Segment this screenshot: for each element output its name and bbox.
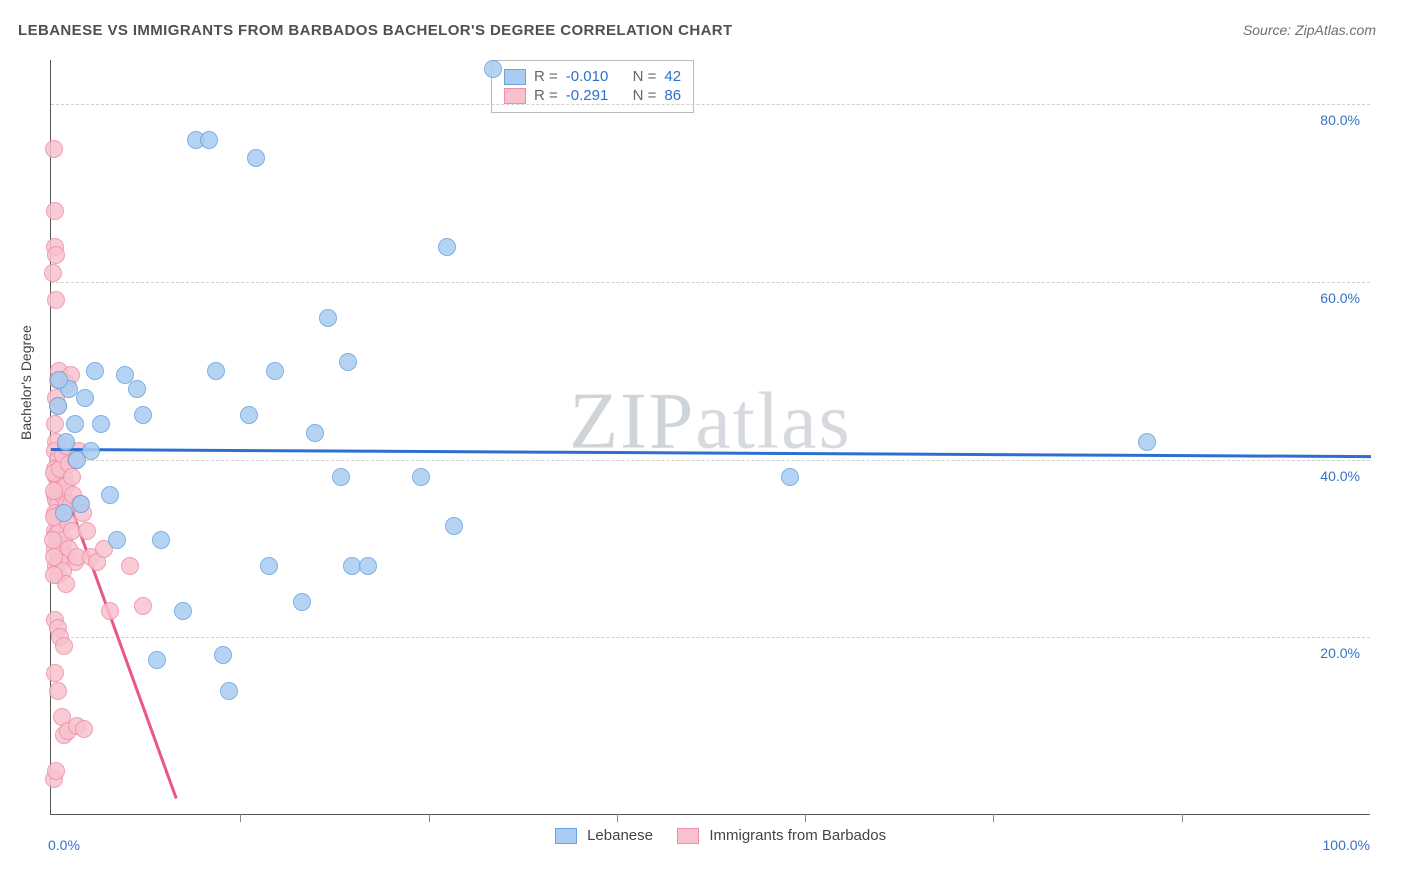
r-value-2: -0.291 xyxy=(566,87,609,104)
swatch-lebanese xyxy=(555,828,577,844)
data-point xyxy=(72,495,90,513)
stats-row-2: R = -0.291 N = 86 xyxy=(504,87,681,104)
data-point xyxy=(45,140,63,158)
data-point xyxy=(46,664,64,682)
data-point xyxy=(49,397,67,415)
data-point xyxy=(101,602,119,620)
data-point xyxy=(55,504,73,522)
data-point xyxy=(116,366,134,384)
data-point xyxy=(781,468,799,486)
scatter-plot-area: ZIPatlas R = -0.010 N = 42 R = -0.291 N … xyxy=(50,60,1370,815)
n-value-2: 86 xyxy=(664,87,681,104)
data-point xyxy=(214,646,232,664)
n-label-1: N = xyxy=(633,68,657,85)
data-point xyxy=(92,415,110,433)
data-point xyxy=(82,442,100,460)
data-point xyxy=(438,238,456,256)
x-tick xyxy=(617,814,618,822)
y-tick-label: 20.0% xyxy=(1320,645,1360,661)
data-point xyxy=(134,597,152,615)
x-tick xyxy=(805,814,806,822)
data-point xyxy=(45,566,63,584)
data-point xyxy=(46,202,64,220)
x-max-label: 100.0% xyxy=(1323,837,1370,853)
data-point xyxy=(247,149,265,167)
swatch-series-1 xyxy=(504,69,526,85)
x-min-label: 0.0% xyxy=(48,837,80,853)
data-point xyxy=(339,353,357,371)
data-point xyxy=(45,548,63,566)
x-tick xyxy=(1182,814,1183,822)
data-point xyxy=(47,291,65,309)
chart-title: LEBANESE VS IMMIGRANTS FROM BARBADOS BAC… xyxy=(18,22,733,39)
y-tick-label: 60.0% xyxy=(1320,290,1360,306)
legend-label-lebanese: Lebanese xyxy=(587,827,653,844)
stats-row-1: R = -0.010 N = 42 xyxy=(504,68,681,85)
gridline-h xyxy=(51,104,1370,105)
data-point xyxy=(55,637,73,655)
y-tick-label: 80.0% xyxy=(1320,112,1360,128)
y-axis-label: Bachelor's Degree xyxy=(18,325,34,440)
data-point xyxy=(260,557,278,575)
data-point xyxy=(44,531,62,549)
data-point xyxy=(445,517,463,535)
r-label-2: R = xyxy=(534,87,558,104)
data-point xyxy=(63,468,81,486)
data-point xyxy=(66,415,84,433)
data-point xyxy=(240,406,258,424)
data-point xyxy=(75,720,93,738)
data-point xyxy=(359,557,377,575)
n-value-1: 42 xyxy=(664,68,681,85)
x-tick xyxy=(240,814,241,822)
data-point xyxy=(1138,433,1156,451)
data-point xyxy=(152,531,170,549)
data-point xyxy=(76,389,94,407)
data-point xyxy=(108,531,126,549)
data-point xyxy=(46,415,64,433)
data-point xyxy=(121,557,139,575)
data-point xyxy=(266,362,284,380)
data-point xyxy=(484,60,502,78)
data-point xyxy=(50,371,68,389)
series-legend: Lebanese Immigrants from Barbados xyxy=(51,827,1370,844)
data-point xyxy=(101,486,119,504)
gridline-h xyxy=(51,637,1370,638)
data-point xyxy=(57,433,75,451)
data-point xyxy=(174,602,192,620)
n-label-2: N = xyxy=(633,87,657,104)
swatch-barbados xyxy=(677,828,699,844)
data-point xyxy=(220,682,238,700)
data-point xyxy=(47,246,65,264)
trend-line xyxy=(51,448,1371,458)
gridline-h xyxy=(51,460,1370,461)
data-point xyxy=(306,424,324,442)
data-point xyxy=(412,468,430,486)
data-point xyxy=(148,651,166,669)
data-point xyxy=(47,762,65,780)
swatch-series-2 xyxy=(504,88,526,104)
data-point xyxy=(207,362,225,380)
r-label-1: R = xyxy=(534,68,558,85)
data-point xyxy=(86,362,104,380)
data-point xyxy=(49,682,67,700)
data-point xyxy=(134,406,152,424)
x-tick xyxy=(993,814,994,822)
source-credit: Source: ZipAtlas.com xyxy=(1243,22,1376,38)
x-tick xyxy=(429,814,430,822)
data-point xyxy=(78,522,96,540)
r-value-1: -0.010 xyxy=(566,68,609,85)
legend-label-barbados: Immigrants from Barbados xyxy=(709,827,886,844)
data-point xyxy=(332,468,350,486)
data-point xyxy=(293,593,311,611)
y-tick-label: 40.0% xyxy=(1320,468,1360,484)
data-point xyxy=(44,264,62,282)
data-point xyxy=(45,482,63,500)
data-point xyxy=(200,131,218,149)
gridline-h xyxy=(51,282,1370,283)
data-point xyxy=(319,309,337,327)
